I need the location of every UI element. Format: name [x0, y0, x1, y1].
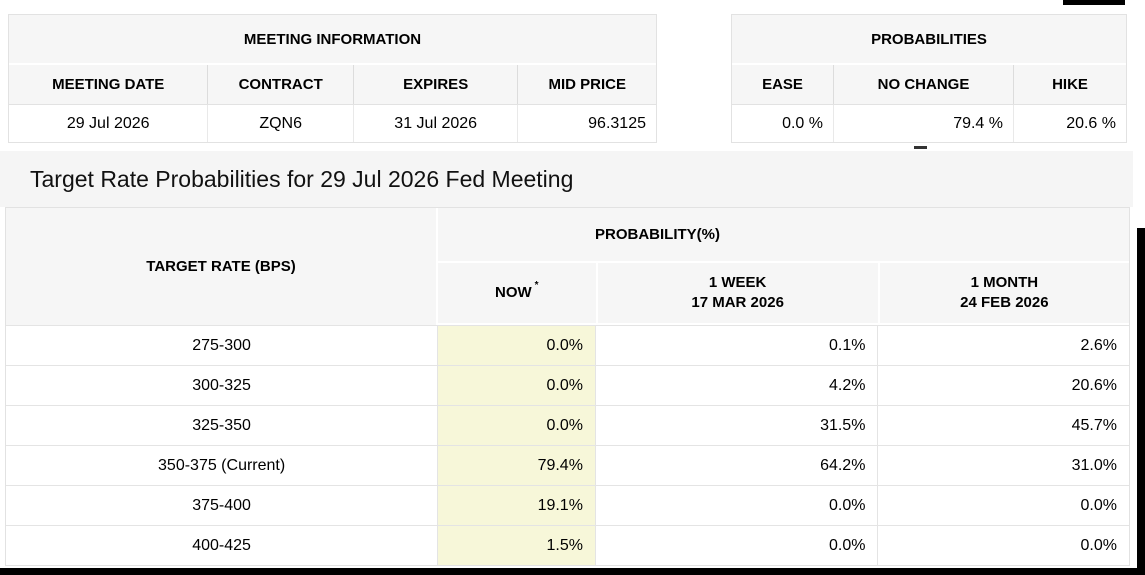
meeting-information-header-row: MEETING DATE CONTRACT EXPIRES MID PRICE: [9, 65, 656, 105]
week-date: 17 MAR 2026: [691, 294, 784, 311]
month-value: 0.0%: [877, 486, 1129, 525]
hike-value: 20.6 %: [1013, 105, 1126, 142]
now-value: 0.0%: [437, 326, 595, 365]
month-value: 2.6%: [877, 326, 1129, 365]
table-row-current: 350-375 (Current) 79.4% 64.2% 31.0%: [6, 445, 1129, 485]
month-value: 20.6%: [877, 366, 1129, 405]
column-header-now: NOW *: [438, 263, 596, 323]
section-title-band: Target Rate Probabilities for 29 Jul 202…: [0, 151, 1133, 207]
probabilities-data-row: 0.0 % 79.4 % 20.6 %: [732, 105, 1126, 142]
mid-price-value: 96.3125: [517, 105, 656, 142]
page-title: Target Rate Probabilities for 29 Jul 202…: [30, 165, 574, 192]
rate-range: 400-425: [192, 536, 251, 554]
week-value: 64.2%: [594, 446, 878, 485]
target-rate-bps-header: TARGET RATE (BPS): [6, 208, 438, 325]
probability-group-label: PROBABILITY(%): [595, 226, 720, 243]
now-footnote-asterisk: *: [534, 279, 539, 291]
expires-value: 31 Jul 2026: [352, 105, 517, 142]
probabilities-header-row: EASE NO CHANGE HIKE: [732, 65, 1126, 105]
week-value: 0.0%: [594, 486, 878, 525]
meeting-information-title: MEETING INFORMATION: [9, 15, 656, 65]
rate-range: 375-400: [192, 496, 251, 514]
now-label: NOW: [494, 283, 532, 301]
now-value: 1.5%: [437, 526, 595, 565]
rate-range: 275-300: [192, 336, 251, 354]
week-value: 0.0%: [594, 526, 878, 565]
scrollbar-thumb[interactable]: [914, 146, 927, 149]
table-row: 275-300 0.0% 0.1% 2.6%: [6, 325, 1129, 365]
week-label: 1 WEEK: [708, 273, 767, 291]
table-row: 300-325 0.0% 4.2% 20.6%: [6, 365, 1129, 405]
meeting-information-data-row: 29 Jul 2026 ZQN6 31 Jul 2026 96.3125: [9, 105, 656, 142]
week-value: 0.1%: [594, 326, 878, 365]
target-rate-table: TARGET RATE (BPS) PROBABILITY(%) NOW * 1 …: [5, 207, 1130, 566]
column-header-ease: EASE: [762, 76, 803, 93]
table-row: 400-425 1.5% 0.0% 0.0%: [6, 525, 1129, 565]
column-header-meeting-date: MEETING DATE: [52, 76, 165, 93]
week-value: 31.5%: [594, 406, 878, 445]
rate-range: 300-325: [192, 376, 251, 394]
column-header-1-month: 1 MONTH 24 FEB 2026: [877, 263, 1130, 323]
now-value: 0.0%: [437, 366, 595, 405]
column-header-no-change: NO CHANGE: [833, 65, 1013, 104]
now-value: 79.4%: [437, 446, 595, 485]
target-rate-table-header: TARGET RATE (BPS) PROBABILITY(%) NOW * 1 …: [6, 208, 1130, 325]
month-value: 0.0%: [877, 526, 1129, 565]
window-edge-bottom: [0, 568, 1145, 575]
now-value: 0.0%: [437, 406, 595, 445]
window-edge-top: [1063, 0, 1125, 5]
window-edge-right: [1137, 228, 1145, 575]
rate-range: 350-375 (Current): [158, 456, 286, 474]
month-label: 1 MONTH: [970, 273, 1039, 291]
rate-range: 325-350: [192, 416, 251, 434]
meeting-information-table: MEETING INFORMATION MEETING DATE CONTRAC…: [8, 14, 657, 143]
sub-header-row: NOW * 1 WEEK 17 MAR 2026 1 MONTH 24 FEB 2…: [438, 263, 1130, 323]
column-header-contract: CONTRACT: [207, 65, 353, 104]
column-header-hike: HIKE: [1013, 65, 1126, 104]
week-value: 4.2%: [594, 366, 878, 405]
table-row: 375-400 19.1% 0.0% 0.0%: [6, 485, 1129, 525]
month-date: 24 FEB 2026: [960, 294, 1049, 311]
table-row: 325-350 0.0% 31.5% 45.7%: [6, 405, 1129, 445]
month-value: 45.7%: [877, 406, 1129, 445]
probabilities-title: PROBABILITIES: [732, 15, 1126, 65]
meeting-date-value: 29 Jul 2026: [66, 114, 150, 132]
now-value: 19.1%: [437, 486, 595, 525]
column-header-mid-price: MID PRICE: [517, 65, 656, 104]
contract-value: ZQN6: [207, 105, 353, 142]
month-value: 31.0%: [877, 446, 1129, 485]
column-header-1-week: 1 WEEK 17 MAR 2026: [595, 263, 878, 323]
ease-value: 0.0 %: [782, 114, 823, 132]
probabilities-table: PROBABILITIES EASE NO CHANGE HIKE 0.0 % …: [731, 14, 1127, 143]
probability-group-header: PROBABILITY(%): [438, 208, 1129, 263]
column-header-expires: EXPIRES: [352, 65, 518, 104]
no-change-value: 79.4 %: [833, 105, 1013, 142]
